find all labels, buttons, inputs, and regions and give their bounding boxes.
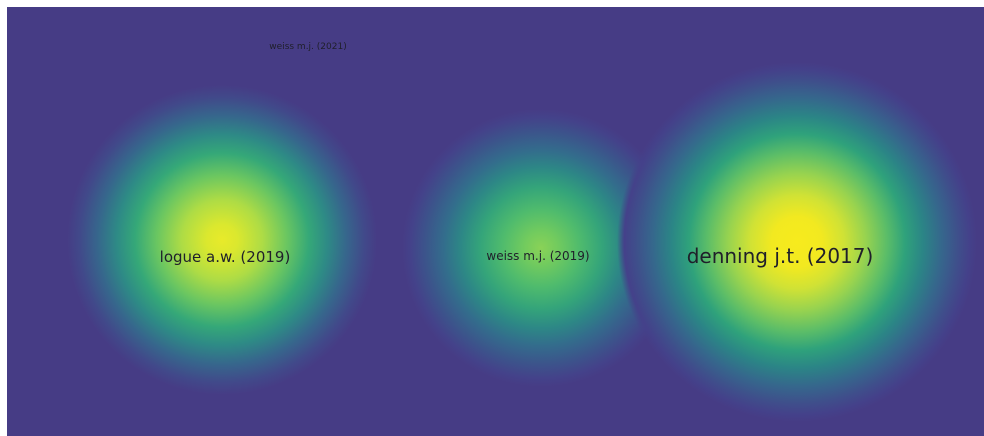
node-label-weiss-2021[interactable]: weiss m.j. (2021): [269, 42, 347, 52]
node-label-denning-2017[interactable]: denning j.t. (2017): [686, 244, 874, 268]
density-blob-denning-2017: [617, 62, 977, 422]
node-label-logue-2019[interactable]: logue a.w. (2019): [159, 248, 291, 266]
density-blob-logue-2019: [67, 85, 377, 395]
density-map-canvas[interactable]: weiss m.j. (2021) logue a.w. (2019) weis…: [7, 7, 984, 436]
density-blob-weiss-2019: [402, 109, 680, 387]
node-label-weiss-2019[interactable]: weiss m.j. (2019): [486, 249, 590, 263]
